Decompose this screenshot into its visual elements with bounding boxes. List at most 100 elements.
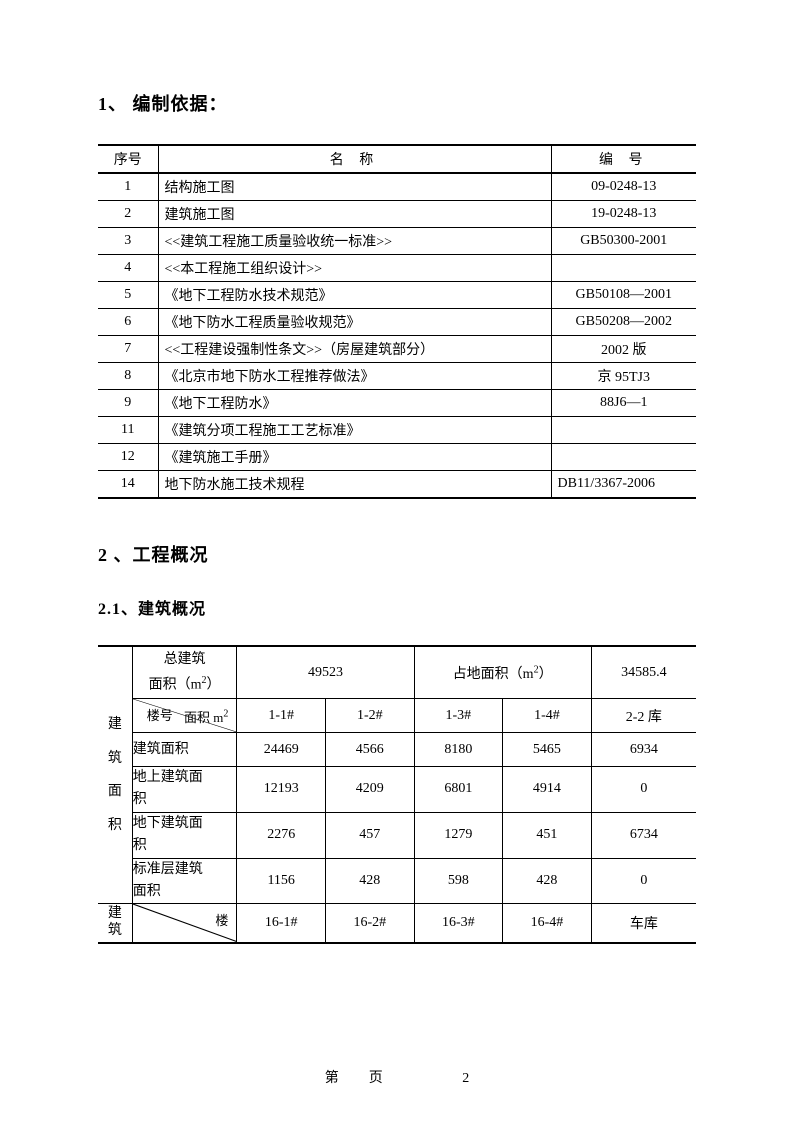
table-row: 8《北京市地下防水工程推荐做法》京 95TJ3	[98, 363, 696, 390]
t2-top-row: 建筑面积 总建筑 面积（m2） 49523 占地面积（m2） 34585.4	[98, 647, 696, 699]
t2-row-3: 标准层建筑面积 1156 428 598 428 0	[98, 858, 696, 904]
cell-name: 地下防水施工技术规程	[158, 471, 551, 498]
cell: 5465	[503, 733, 592, 767]
cell: 4914	[503, 767, 592, 813]
bcol-4: 车库	[591, 904, 696, 942]
heading-1: 1、 编制依据：	[98, 90, 696, 116]
cell-code: GB50108—2001	[551, 282, 696, 309]
cell: 24469	[237, 733, 326, 767]
table-row: 2建筑施工图19-0248-13	[98, 201, 696, 228]
t2-colhead-row: 楼号 面积 m2 1-1# 1-2# 1-3# 1-4# 2-2 库	[98, 699, 696, 733]
cell: 4566	[325, 733, 414, 767]
table-row: 4<<本工程施工组织设计>>	[98, 255, 696, 282]
land-area-label: 占地面积（m2）	[414, 647, 591, 699]
cell-name: <<建筑工程施工质量验收统一标准>>	[158, 228, 551, 255]
cell-seq: 4	[98, 255, 158, 282]
t2-row-0: 建筑面积 24469 4566 8180 5465 6934	[98, 733, 696, 767]
cell-name: 《建筑分项工程施工工艺标准》	[158, 417, 551, 444]
total-area-value: 49523	[237, 647, 414, 699]
land-area-value: 34585.4	[591, 647, 696, 699]
cell: 12193	[237, 767, 326, 813]
cell: 428	[325, 858, 414, 904]
cell-code: 09-0248-13	[551, 173, 696, 201]
col-seq: 序号	[98, 146, 158, 173]
bcol-0: 16-1#	[237, 904, 326, 942]
cell: 0	[591, 767, 696, 813]
bcol-3: 16-4#	[503, 904, 592, 942]
table-1-wrap: 序号 名 称 编 号 1结构施工图09-0248-132建筑施工图19-0248…	[98, 144, 696, 499]
cell-code: DB11/3367-2006	[551, 471, 696, 498]
cell: 428	[503, 858, 592, 904]
cell-name: <<工程建设强制性条文>>（房屋建筑部分）	[158, 336, 551, 363]
rlabel-1: 地上建筑面积	[132, 767, 237, 813]
cell-seq: 1	[98, 173, 158, 201]
side-label-area: 建筑面积	[98, 647, 132, 904]
cell: 0	[591, 858, 696, 904]
bcol-1: 16-2#	[325, 904, 414, 942]
table-row: 7<<工程建设强制性条文>>（房屋建筑部分）2002 版	[98, 336, 696, 363]
cell-code: 88J6—1	[551, 390, 696, 417]
footer-label: 第页	[325, 1067, 413, 1087]
cell-code	[551, 255, 696, 282]
col-code: 编 号	[551, 146, 696, 173]
side-label-2: 建筑	[98, 904, 132, 942]
cell-code	[551, 417, 696, 444]
page: 1、 编制依据： 序号 名 称 编 号 1结构施工图09-0248-132建筑施…	[0, 0, 794, 1123]
cell-name: <<本工程施工组织设计>>	[158, 255, 551, 282]
col-2-2: 2-2 库	[591, 699, 696, 733]
cell-seq: 11	[98, 417, 158, 444]
cell: 6801	[414, 767, 503, 813]
cell: 598	[414, 858, 503, 904]
total-area-label: 总建筑 面积（m2）	[132, 647, 237, 699]
table-2-wrap: 建筑面积 总建筑 面积（m2） 49523 占地面积（m2） 34585.4 楼…	[98, 645, 696, 944]
cell-name: 结构施工图	[158, 173, 551, 201]
cell-name: 《建筑施工手册》	[158, 444, 551, 471]
rlabel-3: 标准层建筑面积	[132, 858, 237, 904]
cell-name: 《北京市地下防水工程推荐做法》	[158, 363, 551, 390]
col-name: 名 称	[158, 146, 551, 173]
cell-code: 2002 版	[551, 336, 696, 363]
table-2: 建筑面积 总建筑 面积（m2） 49523 占地面积（m2） 34585.4 楼…	[98, 647, 696, 942]
bcol-2: 16-3#	[414, 904, 503, 942]
cell: 457	[325, 812, 414, 858]
cell-name: 建筑施工图	[158, 201, 551, 228]
table-row: 6《地下防水工程质量验收规范》GB50208—2002	[98, 309, 696, 336]
cell-name: 《地下防水工程质量验收规范》	[158, 309, 551, 336]
heading-2-1: 2.1、建筑概况	[98, 595, 696, 619]
diag-cell-2: 楼	[132, 904, 237, 942]
cell-code: 京 95TJ3	[551, 363, 696, 390]
cell-seq: 12	[98, 444, 158, 471]
cell: 8180	[414, 733, 503, 767]
cell-code	[551, 444, 696, 471]
cell-code: GB50208—2002	[551, 309, 696, 336]
footer-page-number: 2	[462, 1071, 469, 1086]
cell-seq: 8	[98, 363, 158, 390]
cell-name: 《地下工程防水》	[158, 390, 551, 417]
table-row: 3<<建筑工程施工质量验收统一标准>>GB50300-2001	[98, 228, 696, 255]
table-row: 9《地下工程防水》88J6—1	[98, 390, 696, 417]
t2-bottom-row: 建筑 楼 16-1# 16-2# 16-3# 16-4# 车库	[98, 904, 696, 942]
cell-seq: 7	[98, 336, 158, 363]
cell-seq: 6	[98, 309, 158, 336]
page-footer: 第页 2	[0, 1067, 794, 1087]
col-1-2: 1-2#	[325, 699, 414, 733]
cell: 6934	[591, 733, 696, 767]
cell: 2276	[237, 812, 326, 858]
col-1-3: 1-3#	[414, 699, 503, 733]
heading-2: 2 、工程概况	[98, 541, 696, 567]
cell-seq: 2	[98, 201, 158, 228]
cell: 6734	[591, 812, 696, 858]
t2-row-2: 地下建筑面积 2276 457 1279 451 6734	[98, 812, 696, 858]
table-row: 1结构施工图09-0248-13	[98, 173, 696, 201]
t2-row-1: 地上建筑面积 12193 4209 6801 4914 0	[98, 767, 696, 813]
table-row: 5《地下工程防水技术规范》GB50108—2001	[98, 282, 696, 309]
cell-seq: 14	[98, 471, 158, 498]
cell-code: 19-0248-13	[551, 201, 696, 228]
cell-name: 《地下工程防水技术规范》	[158, 282, 551, 309]
table-row: 14地下防水施工技术规程DB11/3367-2006	[98, 471, 696, 498]
rlabel-0: 建筑面积	[132, 733, 237, 767]
table-row: 11《建筑分项工程施工工艺标准》	[98, 417, 696, 444]
cell: 451	[503, 812, 592, 858]
cell-seq: 3	[98, 228, 158, 255]
col-1-4: 1-4#	[503, 699, 592, 733]
